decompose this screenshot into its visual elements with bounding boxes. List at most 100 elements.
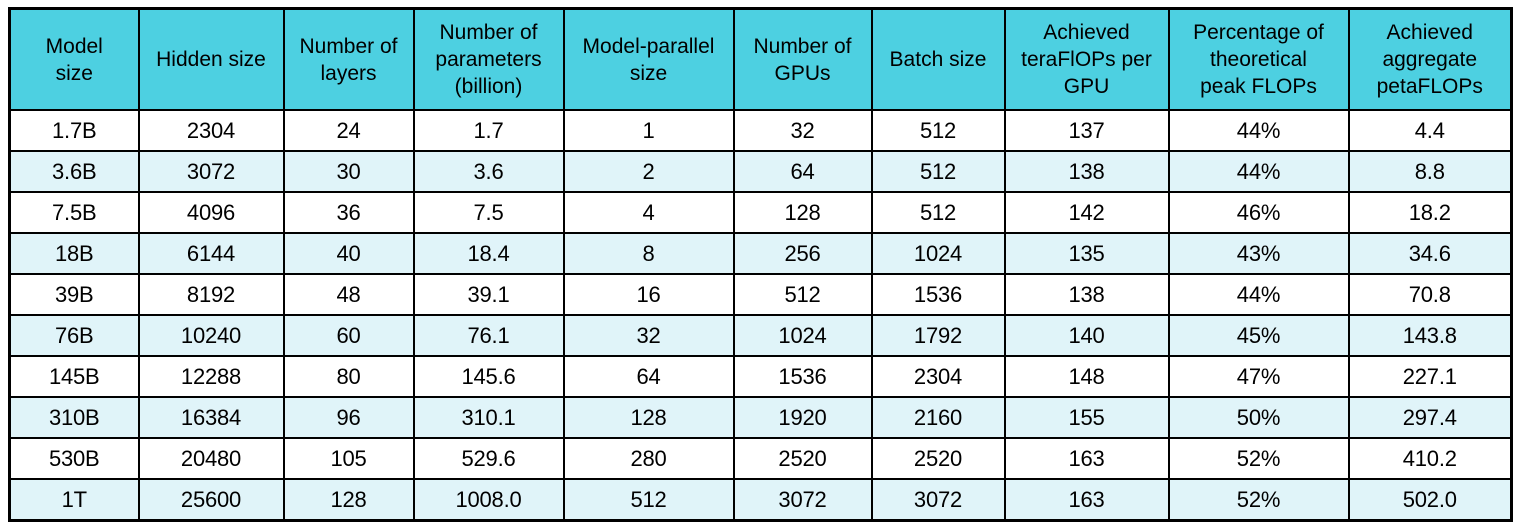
table-cell: 3072 — [732, 478, 873, 522]
col-header-batch-size: Batch size — [870, 7, 1006, 111]
table-cell: 297.4 — [1347, 396, 1513, 439]
table-cell: 2304 — [870, 355, 1006, 398]
table-cell: 1.7 — [412, 109, 565, 152]
table-cell: 30 — [282, 150, 415, 193]
table-cell: 3072 — [870, 478, 1006, 522]
table-cell: 18.4 — [412, 232, 565, 275]
table-cell: 135 — [1003, 232, 1170, 275]
table-cell: 7.5 — [412, 191, 565, 234]
table-cell: 8 — [562, 232, 735, 275]
table-cell: 310B — [8, 396, 140, 439]
table-row: 76B 10240 60 76.1 32 1024 1792 140 45% 143.8 — [8, 314, 1513, 357]
table-cell: 280 — [562, 437, 735, 480]
table-cell: 256 — [732, 232, 873, 275]
table-cell: 128 — [732, 191, 873, 234]
table-cell: 1920 — [732, 396, 873, 439]
table-cell: 32 — [732, 109, 873, 152]
table-row: 145B 12288 80 145.6 64 1536 2304 148 47% 227.1 — [8, 355, 1513, 398]
table-cell: 44% — [1167, 273, 1350, 316]
table-cell: 47% — [1167, 355, 1350, 398]
table-cell: 128 — [562, 396, 735, 439]
table-cell: 48 — [282, 273, 415, 316]
table-cell: 1536 — [870, 273, 1006, 316]
table-row: 39B 8192 48 39.1 16 512 1536 138 44% 70.8 — [8, 273, 1513, 316]
table-cell: 80 — [282, 355, 415, 398]
col-header-model-size: Model size — [8, 7, 140, 111]
table-cell: 36 — [282, 191, 415, 234]
table-row: 3.6B 3072 30 3.6 2 64 512 138 44% 8.8 — [8, 150, 1513, 193]
table-cell: 16 — [562, 273, 735, 316]
table-cell: 512 — [732, 273, 873, 316]
table-cell: 45% — [1167, 314, 1350, 357]
table-cell: 502.0 — [1347, 478, 1513, 522]
table-cell: 2304 — [137, 109, 285, 152]
table-cell: 64 — [562, 355, 735, 398]
table-cell: 137 — [1003, 109, 1170, 152]
table-cell: 76.1 — [412, 314, 565, 357]
table-cell: 4096 — [137, 191, 285, 234]
table-cell: 1008.0 — [412, 478, 565, 522]
table-cell: 52% — [1167, 437, 1350, 480]
table-header-row: Model size Hidden size Number of layers … — [8, 7, 1513, 111]
table-cell: 2520 — [732, 437, 873, 480]
table-cell: 18B — [8, 232, 140, 275]
table-cell: 530B — [8, 437, 140, 480]
table-cell: 44% — [1167, 109, 1350, 152]
table-cell: 1T — [8, 478, 140, 522]
model-scaling-table: Model size Hidden size Number of layers … — [8, 7, 1513, 522]
table-row: 310B 16384 96 310.1 128 1920 2160 155 50% 297.4 — [8, 396, 1513, 439]
table-cell: 410.2 — [1347, 437, 1513, 480]
table-cell: 142 — [1003, 191, 1170, 234]
table-row: 18B 6144 40 18.4 8 256 1024 135 43% 34.6 — [8, 232, 1513, 275]
table-cell: 10240 — [137, 314, 285, 357]
col-header-number-of-gpus: Number of GPUs — [732, 7, 873, 111]
table-row: 7.5B 4096 36 7.5 4 128 512 142 46% 18.2 — [8, 191, 1513, 234]
table-cell: 24 — [282, 109, 415, 152]
table-cell: 512 — [870, 109, 1006, 152]
table-cell: 1.7B — [8, 109, 140, 152]
table-cell: 50% — [1167, 396, 1350, 439]
table-cell: 7.5B — [8, 191, 140, 234]
table-cell: 39.1 — [412, 273, 565, 316]
table-row: 1T 25600 128 1008.0 512 3072 3072 163 52% 502.0 — [8, 478, 1513, 522]
table-cell: 512 — [562, 478, 735, 522]
table-cell: 8192 — [137, 273, 285, 316]
table-cell: 138 — [1003, 150, 1170, 193]
table-cell: 70.8 — [1347, 273, 1513, 316]
table-row: 530B 20480 105 529.6 280 2520 2520 163 52% 410.2 — [8, 437, 1513, 480]
table-cell: 1024 — [870, 232, 1006, 275]
table-row: 1.7B 2304 24 1.7 1 32 512 137 44% 4.4 — [8, 109, 1513, 152]
table-cell: 3072 — [137, 150, 285, 193]
col-header-achieved-teraflops-per-gpu: Achieved teraFlOPs per GPU — [1003, 7, 1170, 111]
table-cell: 310.1 — [412, 396, 565, 439]
table-cell: 145B — [8, 355, 140, 398]
table-cell: 20480 — [137, 437, 285, 480]
col-header-hidden-size: Hidden size — [137, 7, 285, 111]
table-cell: 52% — [1167, 478, 1350, 522]
table-cell: 39B — [8, 273, 140, 316]
table-cell: 2 — [562, 150, 735, 193]
table-cell: 76B — [8, 314, 140, 357]
table-cell: 3.6B — [8, 150, 140, 193]
table-cell: 1792 — [870, 314, 1006, 357]
table-cell: 140 — [1003, 314, 1170, 357]
table-body: 1.7B 2304 24 1.7 1 32 512 137 44% 4.4 3.6B 3072 30 3.… — [8, 109, 1513, 522]
table-cell: 105 — [282, 437, 415, 480]
table-cell: 529.6 — [412, 437, 565, 480]
col-header-number-of-parameters: Number of parameters (billion) — [412, 7, 565, 111]
table-cell: 512 — [870, 150, 1006, 193]
table-cell: 163 — [1003, 478, 1170, 522]
table-cell: 40 — [282, 232, 415, 275]
table-cell: 2520 — [870, 437, 1006, 480]
table-cell: 18.2 — [1347, 191, 1513, 234]
table-cell: 143.8 — [1347, 314, 1513, 357]
table-cell: 138 — [1003, 273, 1170, 316]
table-cell: 60 — [282, 314, 415, 357]
table-cell: 4 — [562, 191, 735, 234]
table-cell: 25600 — [137, 478, 285, 522]
table-cell: 34.6 — [1347, 232, 1513, 275]
table-cell: 128 — [282, 478, 415, 522]
table-cell: 1536 — [732, 355, 873, 398]
table-cell: 512 — [870, 191, 1006, 234]
